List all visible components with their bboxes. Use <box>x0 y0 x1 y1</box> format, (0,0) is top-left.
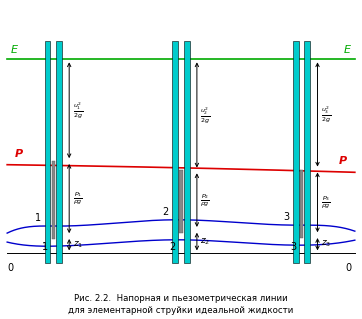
Bar <box>172 41 178 263</box>
Text: $\frac{p_1}{\rho g}$: $\frac{p_1}{\rho g}$ <box>73 191 83 206</box>
Text: P: P <box>339 156 347 166</box>
Bar <box>184 41 190 263</box>
Text: $\frac{u_3^{\,2}}{2g}$: $\frac{u_3^{\,2}}{2g}$ <box>321 105 331 124</box>
Text: 1: 1 <box>42 242 48 252</box>
Text: $\frac{u_1^{\,2}}{2g}$: $\frac{u_1^{\,2}}{2g}$ <box>73 100 83 120</box>
Text: 1: 1 <box>35 213 41 223</box>
Text: $z_1$: $z_1$ <box>73 240 83 250</box>
Text: 2: 2 <box>169 242 176 252</box>
Bar <box>180 170 182 233</box>
Text: $\frac{u_2^{\,2}}{2g}$: $\frac{u_2^{\,2}}{2g}$ <box>201 105 210 125</box>
Bar <box>45 41 50 263</box>
Text: 3: 3 <box>283 212 289 222</box>
Text: Рис. 2.2.  Напорная и пьезометрическая линии: Рис. 2.2. Напорная и пьезометрическая ли… <box>74 294 288 303</box>
Text: 0: 0 <box>345 263 351 273</box>
Text: P: P <box>15 149 23 159</box>
Text: 0: 0 <box>7 263 13 273</box>
Text: E: E <box>11 45 18 55</box>
Text: E: E <box>344 45 351 55</box>
Text: $\frac{p_2}{\rho g}$: $\frac{p_2}{\rho g}$ <box>201 192 210 208</box>
Bar <box>293 41 299 263</box>
Bar <box>300 169 303 238</box>
Text: $z_2$: $z_2$ <box>201 236 211 247</box>
Text: 2: 2 <box>162 207 169 217</box>
Text: $z_3$: $z_3$ <box>321 239 331 249</box>
Text: 3: 3 <box>290 242 296 252</box>
Text: $\frac{p_3}{\rho g}$: $\frac{p_3}{\rho g}$ <box>321 194 331 210</box>
Text: для элементарной струйки идеальной жидкости: для элементарной струйки идеальной жидко… <box>68 307 294 315</box>
Bar <box>304 41 310 263</box>
Bar <box>56 41 62 263</box>
Bar <box>52 161 55 239</box>
